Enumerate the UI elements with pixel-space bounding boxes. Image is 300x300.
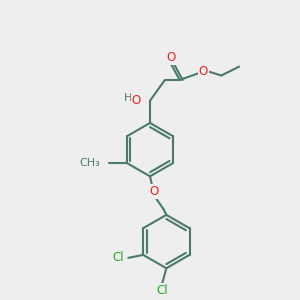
- Text: H: H: [124, 93, 132, 103]
- Text: CH₃: CH₃: [79, 158, 100, 168]
- Text: Cl: Cl: [112, 251, 124, 264]
- Text: Cl: Cl: [156, 284, 168, 297]
- Text: O: O: [166, 51, 176, 64]
- Text: O: O: [199, 64, 208, 78]
- Text: O: O: [132, 94, 141, 107]
- Text: O: O: [150, 184, 159, 198]
